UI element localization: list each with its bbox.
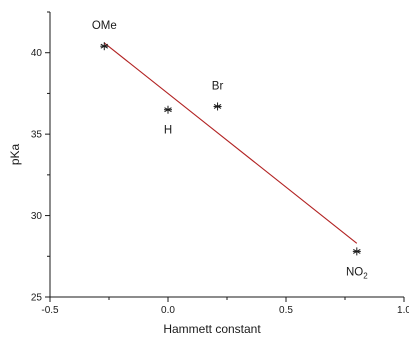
point-label-main: H xyxy=(164,125,172,137)
y-tick-label: 40 xyxy=(31,48,43,59)
point-label-main: Br xyxy=(212,80,224,92)
x-tick-label: 1.0 xyxy=(397,305,409,316)
x-tick-label: 0.5 xyxy=(279,305,293,316)
data-point xyxy=(164,105,172,114)
fit-line xyxy=(103,42,358,244)
data-points: OMe H Br NO2 xyxy=(92,20,368,280)
point-label: NO2 xyxy=(346,266,368,280)
data-point xyxy=(100,42,109,51)
x-tick-label: 0.0 xyxy=(161,305,175,316)
point-label-subscript: 2 xyxy=(363,271,368,280)
axes: -0.5 0.0 0.5 1.0 25 30 35 40 xyxy=(31,11,409,316)
y-axis-title: pKa xyxy=(8,144,22,166)
point-label-main: OMe xyxy=(92,20,117,32)
x-tick-label: -0.5 xyxy=(41,305,59,316)
point-label: Br xyxy=(212,80,224,92)
y-tick-label: 35 xyxy=(31,130,43,141)
point-label: H xyxy=(164,125,172,137)
point-label-main: NO xyxy=(346,266,363,278)
point-label: OMe xyxy=(92,20,117,32)
fit-line-group xyxy=(103,42,358,244)
y-tick-label: 30 xyxy=(31,211,43,222)
x-axis-title: Hammett constant xyxy=(163,322,261,336)
y-tick-label: 25 xyxy=(31,293,43,304)
data-point xyxy=(352,247,361,256)
data-point xyxy=(213,102,222,111)
